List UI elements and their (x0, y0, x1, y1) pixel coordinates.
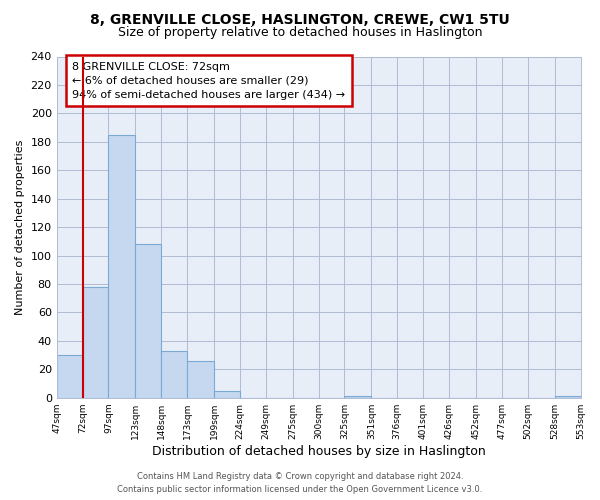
Text: 8 GRENVILLE CLOSE: 72sqm
← 6% of detached houses are smaller (29)
94% of semi-de: 8 GRENVILLE CLOSE: 72sqm ← 6% of detache… (73, 62, 346, 100)
Bar (344, 396, 371, 398)
Bar (56, 355, 83, 398)
Bar (136, 244, 161, 398)
Bar (214, 390, 240, 398)
Text: 8, GRENVILLE CLOSE, HASLINGTON, CREWE, CW1 5TU: 8, GRENVILLE CLOSE, HASLINGTON, CREWE, C… (90, 12, 510, 26)
Bar (83, 287, 109, 398)
Text: Contains HM Land Registry data © Crown copyright and database right 2024.
Contai: Contains HM Land Registry data © Crown c… (118, 472, 482, 494)
X-axis label: Distribution of detached houses by size in Haslington: Distribution of detached houses by size … (152, 444, 485, 458)
Y-axis label: Number of detached properties: Number of detached properties (15, 140, 25, 315)
Bar (554, 396, 581, 398)
Bar (109, 134, 136, 398)
Bar (187, 360, 214, 398)
Bar (161, 351, 187, 398)
Text: Size of property relative to detached houses in Haslington: Size of property relative to detached ho… (118, 26, 482, 39)
